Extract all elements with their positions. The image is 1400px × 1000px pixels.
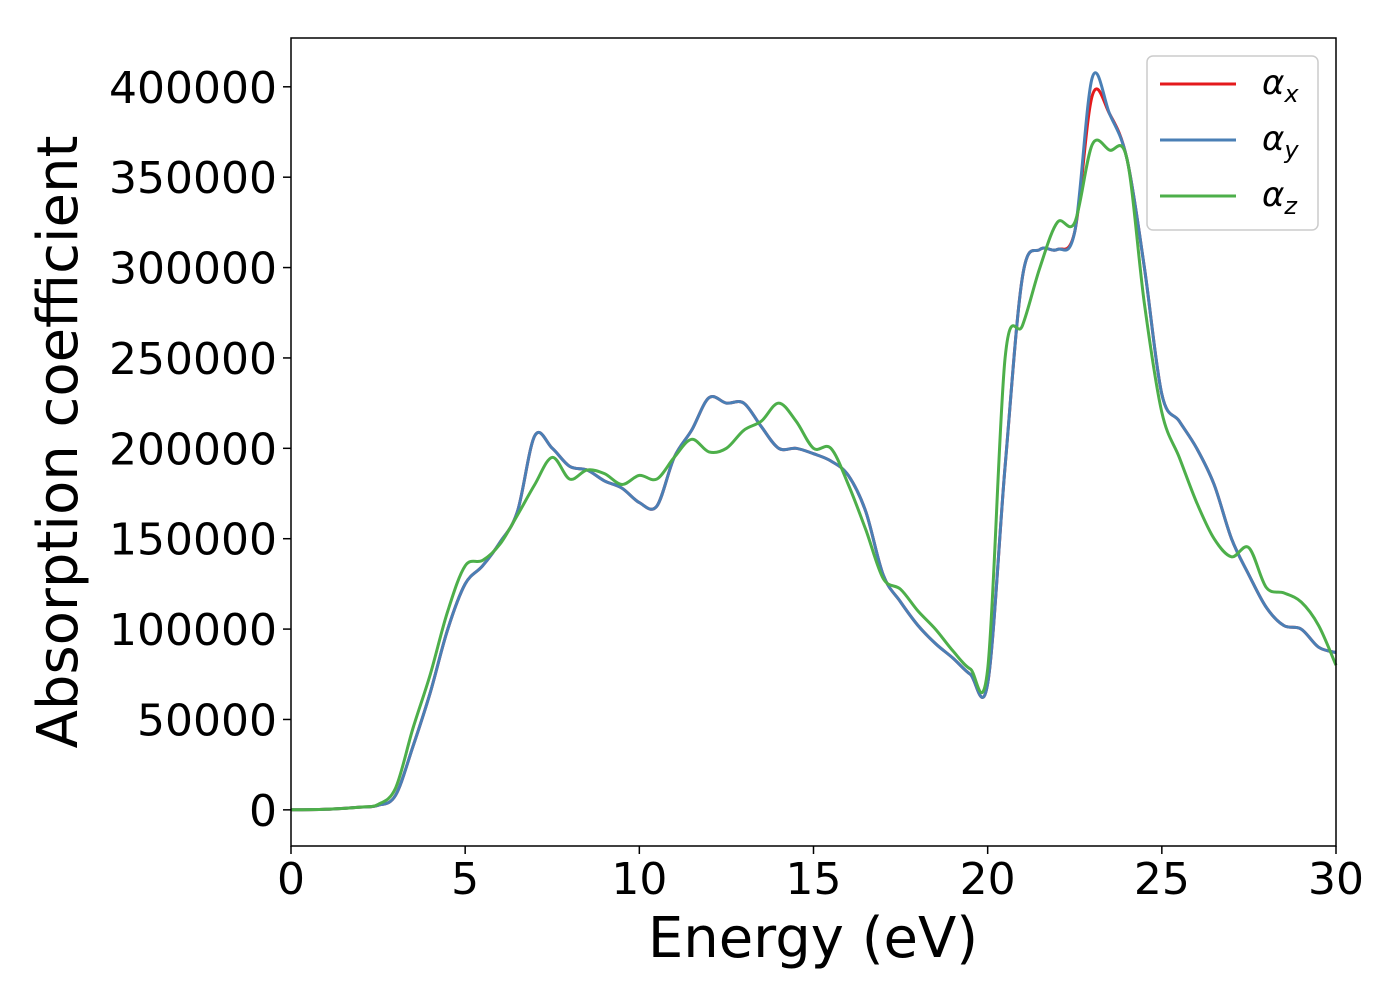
x-tick-label: 0 [277, 854, 305, 905]
y-tick-label: 150000 [109, 515, 277, 566]
y-tick-label: 0 [249, 786, 277, 837]
y-tick-label: 300000 [109, 244, 277, 295]
plot-lines [290, 71, 1338, 812]
x-tick-label: 10 [611, 854, 667, 905]
x-tick-label: 20 [960, 854, 1016, 905]
x-tick-label: 30 [1308, 854, 1364, 905]
y-axis-title: Absorption coefficient [26, 136, 91, 749]
legend-subscript: x [1283, 80, 1299, 108]
legend-label-z: αz [1262, 175, 1298, 220]
x-tick-label: 5 [451, 854, 479, 905]
x-axis-title: Energy (eV) [648, 906, 978, 971]
x-axis: 0 5 10 15 20 25 30 [277, 846, 1364, 905]
y-tick-label: 400000 [109, 63, 277, 114]
y-tick-label: 100000 [109, 605, 277, 656]
legend-symbol: α [1262, 119, 1284, 159]
x-tick-label: 25 [1134, 854, 1190, 905]
legend-subscript: y [1283, 136, 1299, 164]
y-tick-label: 50000 [137, 695, 277, 746]
legend-symbol: α [1262, 175, 1284, 215]
y-axis: 0 50000 100000 150000 200000 250000 300000 3500… [109, 63, 291, 837]
series-line-z [290, 138, 1338, 812]
legend-label-y: αy [1262, 119, 1299, 164]
x-tick-label: 15 [786, 854, 842, 905]
y-tick-label: 200000 [109, 424, 277, 475]
y-tick-label: 250000 [109, 334, 277, 385]
legend-label-x: αx [1262, 63, 1299, 108]
legend-box [1146, 55, 1319, 231]
legend-subscript: z [1283, 192, 1298, 220]
y-tick-label: 350000 [109, 153, 277, 204]
legend-symbol: α [1262, 63, 1284, 103]
